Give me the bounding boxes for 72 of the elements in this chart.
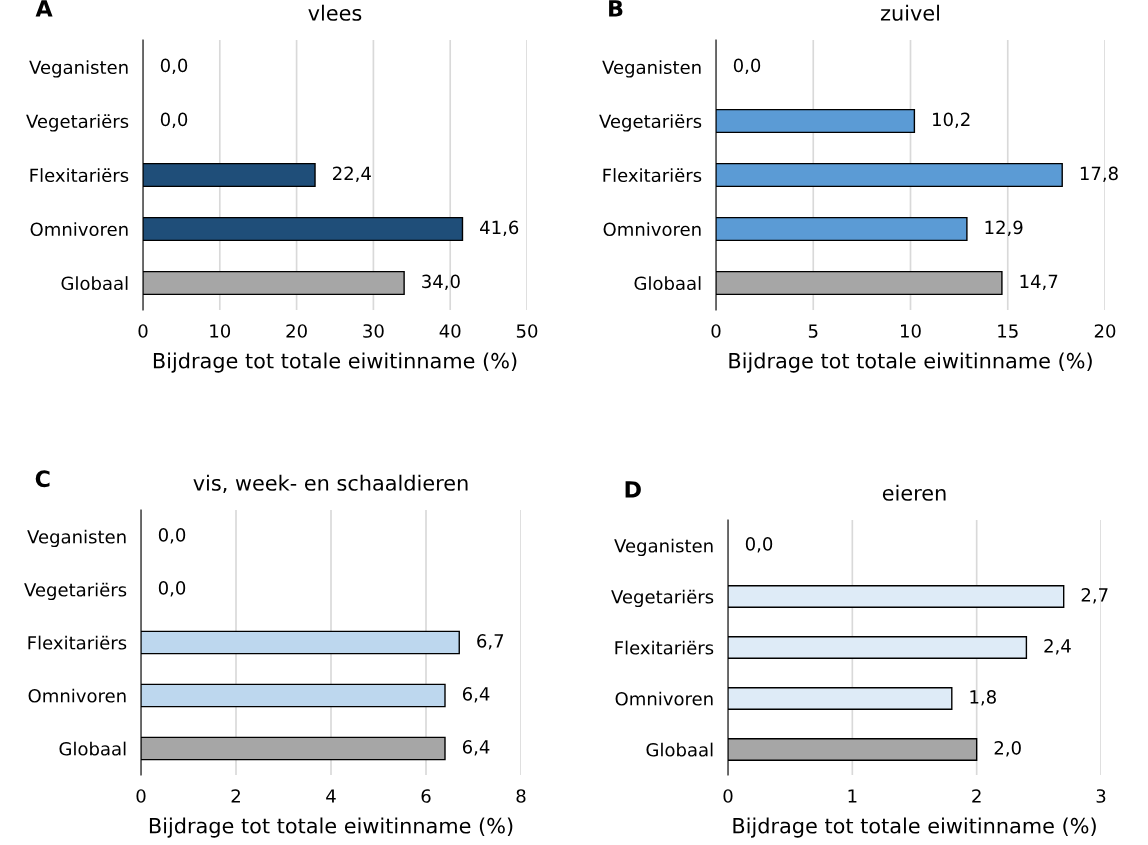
y-tick-label: Flexitariërs (603, 168, 702, 183)
data-label: 2,4 (1044, 639, 1071, 655)
data-label: 10,2 (933, 112, 970, 129)
y-tick-label: Veganisten (602, 60, 701, 78)
data-label: 6,7 (477, 634, 504, 650)
y-tick-label: Vegetariërs (26, 114, 129, 132)
y-tick-label: Vegetariërs (611, 589, 714, 608)
x-axis-title: Bijdrage tot totale eiwitinname (%) (733, 817, 1096, 838)
x-tick-label: 40 (439, 324, 461, 338)
x-tick-label: 1 (848, 789, 857, 803)
y-tick-label: Globaal (634, 276, 701, 291)
x-tick-label: 2 (972, 789, 981, 803)
x-tick-label: 0 (138, 324, 148, 338)
y-tick-label: Omnivoren (615, 691, 713, 706)
x-axis-title: Bijdrage tot totale eiwitinname (%) (149, 817, 513, 838)
y-tick-label: Flexitariërs (30, 168, 129, 183)
chart-title: vis, week- en schaaldieren (193, 474, 468, 493)
data-label: 6,4 (462, 687, 490, 703)
y-tick-label: Omnivoren (28, 688, 126, 703)
data-label: 0,0 (160, 112, 188, 129)
x-tick-label: 0 (711, 324, 721, 338)
data-label: 0,0 (745, 537, 773, 553)
data-label: 17,8 (1080, 166, 1118, 183)
data-label: 2,0 (994, 741, 1021, 757)
y-tick-label: Vegetariërs (24, 582, 127, 601)
x-tick-label: 8 (516, 789, 526, 803)
chart-title: zuivel (880, 4, 939, 21)
data-label: 34,0 (422, 274, 460, 291)
y-tick-label: Veganisten (27, 529, 126, 548)
y-tick-label: Omnivoren (30, 222, 128, 237)
x-tick-label: 10 (210, 324, 231, 338)
y-tick-label: Globaal (61, 276, 128, 291)
x-tick-label: 2 (231, 789, 240, 803)
y-tick-label: Globaal (59, 741, 126, 756)
data-label: 0,0 (160, 58, 188, 75)
data-label: 41,6 (480, 220, 519, 237)
data-label: 0,0 (158, 528, 186, 544)
y-tick-label: Flexitariërs (28, 635, 127, 650)
data-label: 14,7 (1020, 274, 1058, 291)
x-tick-label: 10 (901, 324, 921, 338)
y-tick-label: Flexitariërs (615, 640, 714, 655)
text: D (625, 481, 641, 498)
x-axis-title: Bijdrage tot totale eiwitinname (%) (729, 352, 1092, 373)
x-tick-label: 15 (998, 324, 1018, 338)
x-tick-label: 5 (808, 324, 818, 338)
data-label: 0,0 (733, 58, 761, 75)
x-tick-label: 0 (136, 789, 146, 803)
y-tick-label: Globaal (646, 742, 713, 757)
chart-title: vlees (308, 4, 362, 21)
data-label: 2,7 (1081, 588, 1108, 604)
chart-title: eieren (882, 484, 946, 501)
x-axis-title: Bijdrage tot totale eiwitinname (%) (153, 352, 517, 373)
y-tick-label: Vegetariërs (599, 114, 702, 132)
data-label: 6,4 (462, 740, 490, 756)
data-label: 0,0 (158, 581, 186, 597)
x-tick-label: 0 (723, 789, 733, 803)
text: A (35, 0, 53, 17)
x-tick-label: 4 (326, 789, 336, 803)
x-tick-label: 20 (286, 324, 307, 338)
y-tick-label: Veganisten (614, 538, 713, 557)
text: C (35, 470, 50, 488)
text: B (609, 0, 623, 17)
y-tick-label: Omnivoren (603, 222, 701, 237)
x-tick-label: 6 (421, 789, 431, 803)
data-label: 12,9 (985, 220, 1023, 237)
x-tick-label: 50 (516, 324, 538, 338)
data-label: 1,8 (970, 690, 996, 706)
y-tick-label: Veganisten (29, 60, 128, 78)
data-label: 22,4 (333, 166, 371, 183)
x-tick-label: 20 (1094, 324, 1116, 338)
x-tick-label: 3 (1096, 789, 1106, 803)
x-tick-label: 30 (363, 324, 384, 338)
